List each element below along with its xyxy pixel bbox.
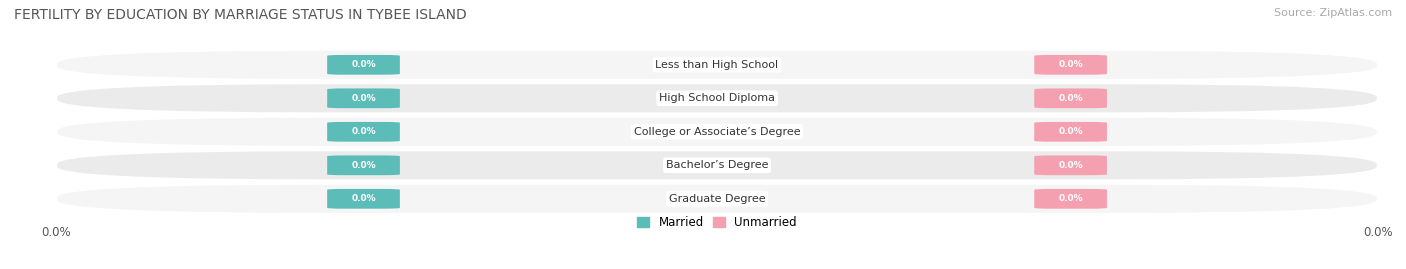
FancyBboxPatch shape [328, 55, 399, 75]
Text: 0.0%: 0.0% [352, 60, 375, 69]
Text: Less than High School: Less than High School [655, 60, 779, 70]
Text: 0.0%: 0.0% [1059, 194, 1083, 203]
Text: 0.0%: 0.0% [1059, 127, 1083, 136]
FancyBboxPatch shape [56, 50, 1378, 80]
Text: Graduate Degree: Graduate Degree [669, 194, 765, 204]
FancyBboxPatch shape [56, 184, 1378, 214]
FancyBboxPatch shape [328, 155, 399, 175]
Text: 0.0%: 0.0% [1059, 60, 1083, 69]
FancyBboxPatch shape [1035, 189, 1107, 209]
FancyBboxPatch shape [56, 117, 1378, 147]
FancyBboxPatch shape [56, 83, 1378, 114]
Text: 0.0%: 0.0% [352, 127, 375, 136]
FancyBboxPatch shape [328, 189, 399, 209]
Text: High School Diploma: High School Diploma [659, 93, 775, 103]
FancyBboxPatch shape [1035, 122, 1107, 142]
Text: Source: ZipAtlas.com: Source: ZipAtlas.com [1274, 8, 1392, 18]
Text: Bachelor’s Degree: Bachelor’s Degree [666, 160, 768, 170]
Text: 0.0%: 0.0% [1059, 94, 1083, 103]
FancyBboxPatch shape [1035, 155, 1107, 175]
Text: College or Associate’s Degree: College or Associate’s Degree [634, 127, 800, 137]
Text: 0.0%: 0.0% [352, 194, 375, 203]
Text: 0.0%: 0.0% [352, 94, 375, 103]
Text: FERTILITY BY EDUCATION BY MARRIAGE STATUS IN TYBEE ISLAND: FERTILITY BY EDUCATION BY MARRIAGE STATU… [14, 8, 467, 22]
FancyBboxPatch shape [56, 150, 1378, 180]
FancyBboxPatch shape [1035, 89, 1107, 108]
Text: 0.0%: 0.0% [1059, 161, 1083, 170]
FancyBboxPatch shape [1035, 55, 1107, 75]
FancyBboxPatch shape [328, 122, 399, 142]
Text: 0.0%: 0.0% [352, 161, 375, 170]
FancyBboxPatch shape [328, 89, 399, 108]
Legend: Married, Unmarried: Married, Unmarried [637, 216, 797, 229]
